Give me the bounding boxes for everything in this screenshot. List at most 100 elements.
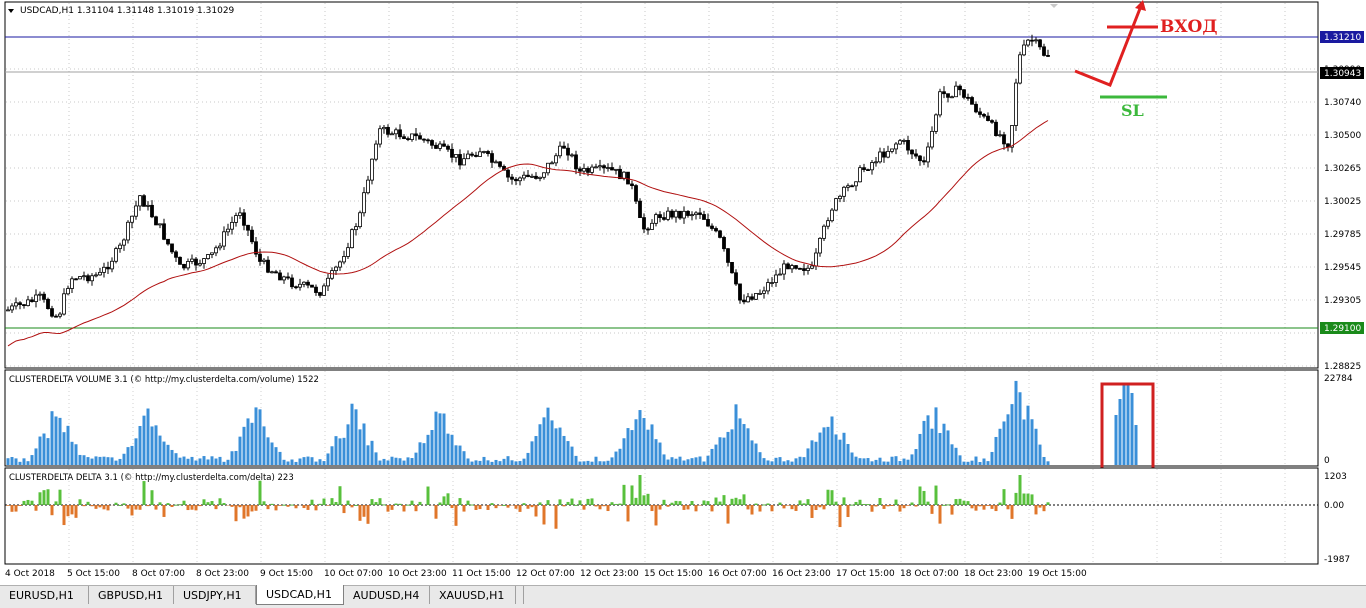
candle-body xyxy=(222,231,226,247)
candle-body xyxy=(742,299,746,303)
volume-bar xyxy=(350,403,354,465)
candle-body xyxy=(198,263,202,266)
delta-bar-positive xyxy=(150,490,154,505)
volume-bar xyxy=(1114,415,1118,465)
delta-bar-positive xyxy=(622,484,626,505)
volume-bar xyxy=(106,457,110,465)
delta-bar-negative xyxy=(266,505,270,510)
price-tick: 1.30740 xyxy=(1324,98,1361,108)
delta-bar-positive xyxy=(322,498,326,505)
candle-body xyxy=(110,260,114,270)
tab-gbpusd[interactable]: GBPUSD,H1 xyxy=(89,586,174,604)
volume-bar xyxy=(706,455,710,465)
volume-bar xyxy=(546,407,550,465)
candle-body xyxy=(878,151,882,163)
candle-body xyxy=(734,272,738,285)
entry-annotation[interactable]: ВХОД xyxy=(1074,0,1217,87)
volume-bar xyxy=(714,444,718,465)
delta-bar-negative xyxy=(870,505,874,512)
time-tick: 12 Oct 23:00 xyxy=(580,569,639,579)
candle-body xyxy=(702,214,706,220)
volume-bar xyxy=(78,454,82,465)
volume-bar xyxy=(314,461,318,465)
delta-bar-positive xyxy=(826,489,830,505)
delta-bar-positive xyxy=(210,501,214,505)
delta-bar-positive xyxy=(118,504,122,506)
chart-shift-marker-icon[interactable] xyxy=(1050,4,1058,8)
candle-body xyxy=(478,151,482,157)
candle-body xyxy=(522,174,526,179)
volume-bar xyxy=(74,444,78,465)
candle-body xyxy=(970,97,974,105)
price-tick: 1.30500 xyxy=(1324,131,1361,141)
candle-body xyxy=(378,128,382,145)
candle-body xyxy=(150,204,154,218)
delta-bar-positive xyxy=(718,501,722,505)
delta-bar-negative xyxy=(950,505,954,515)
delta-bar-negative xyxy=(598,505,602,510)
delta-bar-negative xyxy=(770,505,774,512)
delta-bar-positive xyxy=(946,504,950,506)
delta-bar-negative xyxy=(838,505,842,528)
delta-bottom-label: -1987 xyxy=(1324,555,1350,565)
candle-body xyxy=(486,151,490,154)
delta-bar-negative xyxy=(782,505,786,509)
volume-bar xyxy=(94,456,98,465)
candle-body xyxy=(186,261,190,269)
time-tick: 4 Oct 2018 xyxy=(5,569,55,579)
candle-body xyxy=(854,181,858,187)
volume-bar xyxy=(282,459,286,465)
volume-bar xyxy=(250,422,254,465)
candle-body xyxy=(966,96,970,99)
candle-body xyxy=(894,143,898,150)
volume-bar xyxy=(1038,444,1042,465)
candle-body xyxy=(526,174,530,178)
volume-bar xyxy=(866,458,870,465)
candle-body xyxy=(414,133,418,137)
candle-body xyxy=(782,263,786,275)
volume-bar xyxy=(258,409,262,465)
delta-bar-positive xyxy=(910,502,914,505)
delta-bar-negative xyxy=(146,505,150,507)
main-chart-frame[interactable] xyxy=(4,1,1319,369)
volume-bar xyxy=(202,456,206,465)
volume-bar xyxy=(826,426,830,465)
volume-bar xyxy=(462,451,466,465)
volume-bar xyxy=(966,461,970,465)
volume-bar xyxy=(690,458,694,465)
tab-usdjpy[interactable]: USDJPY,H1 xyxy=(174,586,256,604)
candle-body xyxy=(710,225,714,229)
delta-bar-positive xyxy=(934,485,938,505)
volume-bar xyxy=(990,451,994,465)
tab-audusd[interactable]: AUDUSD,H4 xyxy=(344,586,430,604)
volume-max-label: 22784 xyxy=(1324,374,1353,384)
candle-body xyxy=(974,103,978,113)
time-tick: 10 Oct 07:00 xyxy=(324,569,383,579)
tab-usdcad[interactable]: USDCAD,H1 xyxy=(256,585,344,605)
volume-bar xyxy=(474,460,478,465)
candle-body xyxy=(246,224,250,231)
delta-bar-negative xyxy=(82,505,86,507)
time-tick: 9 Oct 15:00 xyxy=(260,569,313,579)
candle-body xyxy=(206,254,210,259)
delta-bar-negative xyxy=(250,505,254,512)
candle-body xyxy=(78,276,82,280)
chart-menu-triangle-icon[interactable] xyxy=(8,9,14,13)
delta-bar-positive xyxy=(738,499,742,505)
delta-bar-negative xyxy=(498,505,502,506)
delta-panel-frame[interactable] xyxy=(4,467,1319,565)
candle-body xyxy=(338,261,342,268)
candle-body xyxy=(1014,82,1018,126)
candle-body xyxy=(490,153,494,163)
candle-body xyxy=(318,292,322,296)
candle-body xyxy=(386,126,390,135)
tab-overflow[interactable] xyxy=(516,586,524,604)
sl-annotation[interactable]: SL xyxy=(1100,95,1167,120)
candle-body xyxy=(498,161,502,167)
delta-bar-negative xyxy=(982,505,986,510)
tab-xauusd[interactable]: XAUUSD,H1 xyxy=(430,586,516,604)
price-tick: 1.30025 xyxy=(1324,197,1361,207)
tab-eurusd[interactable]: EURUSD,H1 xyxy=(0,586,89,604)
delta-bar-negative xyxy=(562,505,566,507)
